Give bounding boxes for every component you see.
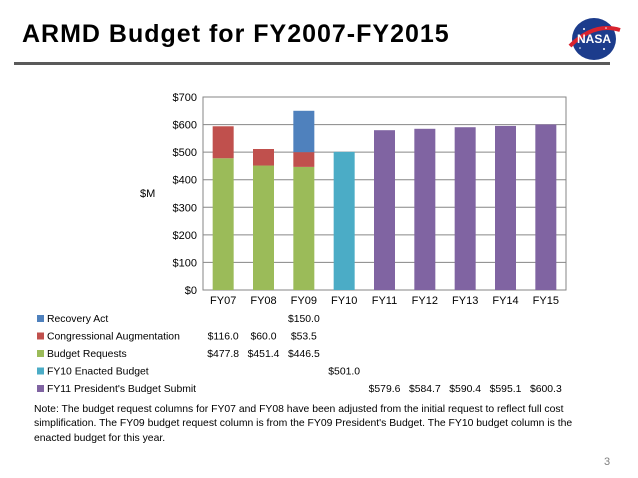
svg-text:NASA: NASA [577,32,611,46]
x-tick-label: FY15 [533,295,559,307]
y-tick-label: $100 [173,257,197,269]
bar-segment [333,151,355,290]
legend-label: FY11 President's Budget Submit [47,384,196,395]
legend-label: FY10 Enacted Budget [47,367,149,378]
x-tick-label: FY07 [210,295,236,307]
legend-label: Recovery Act [47,314,108,325]
legend-label: Congressional Augmentation [47,332,180,343]
data-table-value: $150.0 [288,314,320,325]
data-table-value: $600.3 [530,384,562,395]
y-tick-label: $500 [173,147,197,159]
data-table-value: $451.4 [248,349,280,360]
nasa-logo: NASA [568,18,621,60]
bar-segment [293,152,315,167]
bar-segment [374,130,395,290]
data-table-value: $477.8 [207,349,239,360]
data-table-value: $579.6 [369,384,401,395]
x-tick-label: FY08 [250,295,276,307]
y-tick-label: $400 [173,175,197,187]
bar-segment [414,128,436,290]
footnote: Note: The budget request columns for FY0… [34,404,573,444]
data-table-value: $53.5 [291,332,317,343]
legend-swatch [37,315,44,322]
legend-label: Budget Requests [47,349,127,360]
data-table-value: $590.4 [449,384,481,395]
x-tick-label: FY09 [291,295,317,307]
data-table-value: $60.0 [250,332,276,343]
data-table-value: $501.0 [328,367,360,378]
bar-segment [495,125,516,291]
page-number: 3 [604,456,611,468]
legend-swatch [37,350,44,357]
bar-segment [212,126,234,159]
data-table-value: $446.5 [288,349,320,360]
y-tick-label: $200 [173,230,197,242]
y-axis-label: $M [140,188,155,200]
x-tick-label: FY13 [452,295,478,307]
slide-title: ARMD Budget for FY2007-FY2015 [22,20,450,48]
legend-swatch [37,385,44,392]
legend-swatch [37,332,44,340]
x-tick-label: FY14 [492,295,518,307]
legend-swatch [37,367,44,375]
y-tick-label: $300 [173,202,197,214]
bar-segment [253,148,274,166]
budget-chart: $0 $100 $200 $300 $400 $500 $600 $700 $M FY07 FY08… [37,92,567,395]
bar-segment [535,124,557,291]
x-tick-label: FY11 [372,295,397,307]
data-table-value: $584.7 [409,384,441,395]
y-tick-label: $700 [173,92,197,104]
y-tick-label: $600 [173,120,197,132]
bar-segment [253,165,274,290]
title-divider [14,62,610,65]
bar-segment [212,158,234,290]
data-table-value: $595.1 [490,384,522,395]
bar-segment [293,166,315,290]
y-tick-label: $0 [185,285,197,297]
bar-segment [454,127,476,290]
bar-segment [293,110,315,153]
data-table-value: $116.0 [208,332,239,343]
x-tick-label: FY12 [412,295,438,307]
x-tick-label: FY10 [331,295,357,307]
